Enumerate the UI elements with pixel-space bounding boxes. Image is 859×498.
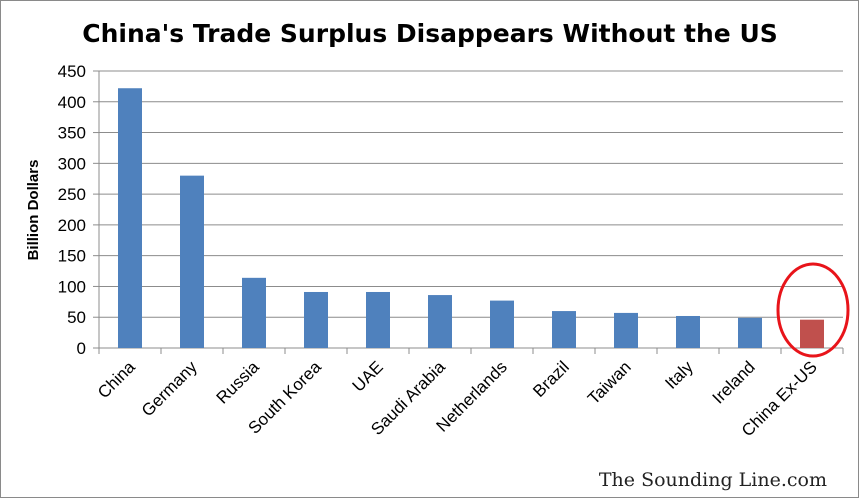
y-tick-label: 50 [67,308,86,327]
bars [118,88,824,348]
bar-ireland [738,317,762,348]
y-tick-label: 250 [58,185,86,204]
bar-italy [676,315,700,348]
bar-brazil [552,311,576,348]
gridlines [93,70,843,349]
x-tick-label: UAE [349,357,387,395]
highlight-ellipse [776,262,850,358]
bar-south-korea [304,291,328,348]
y-tick-label: 350 [58,124,86,143]
y-tick-label: 400 [58,93,86,112]
bar-saudi-arabia [428,295,452,348]
x-tick-label: Taiwan [584,357,635,408]
y-tick-label: 100 [58,277,86,296]
bar-uae [366,291,390,348]
bar-germany [180,175,204,348]
x-tick-label: Italy [661,357,697,393]
x-tick-label: Russia [213,357,264,408]
bar-russia [242,277,266,348]
watermark-text: The Sounding Line.com [599,469,827,491]
y-tick-label: 150 [58,247,86,266]
chart-title: China's Trade Surplus Disappears Without… [82,19,778,48]
x-tick-label: Ireland [709,357,759,407]
bar-netherlands [490,300,514,348]
y-tick-label: 300 [58,154,86,173]
x-tick-label: Germany [138,357,201,420]
bar-china-ex-us [800,319,824,348]
y-tick-label: 450 [58,62,86,81]
y-axis-label: Billion Dollars [25,160,42,261]
bar-taiwan [614,312,638,348]
y-tick-label: 200 [58,216,86,235]
y-tick-label: 0 [77,339,86,358]
y-axis-ticks: 0 50 100 150 200 250 300 350 400 450 [58,62,86,358]
annotation-layer [776,262,850,358]
x-tick-label: China [94,357,139,402]
bar-china [118,88,142,348]
x-tick-label: Brazil [529,357,572,400]
